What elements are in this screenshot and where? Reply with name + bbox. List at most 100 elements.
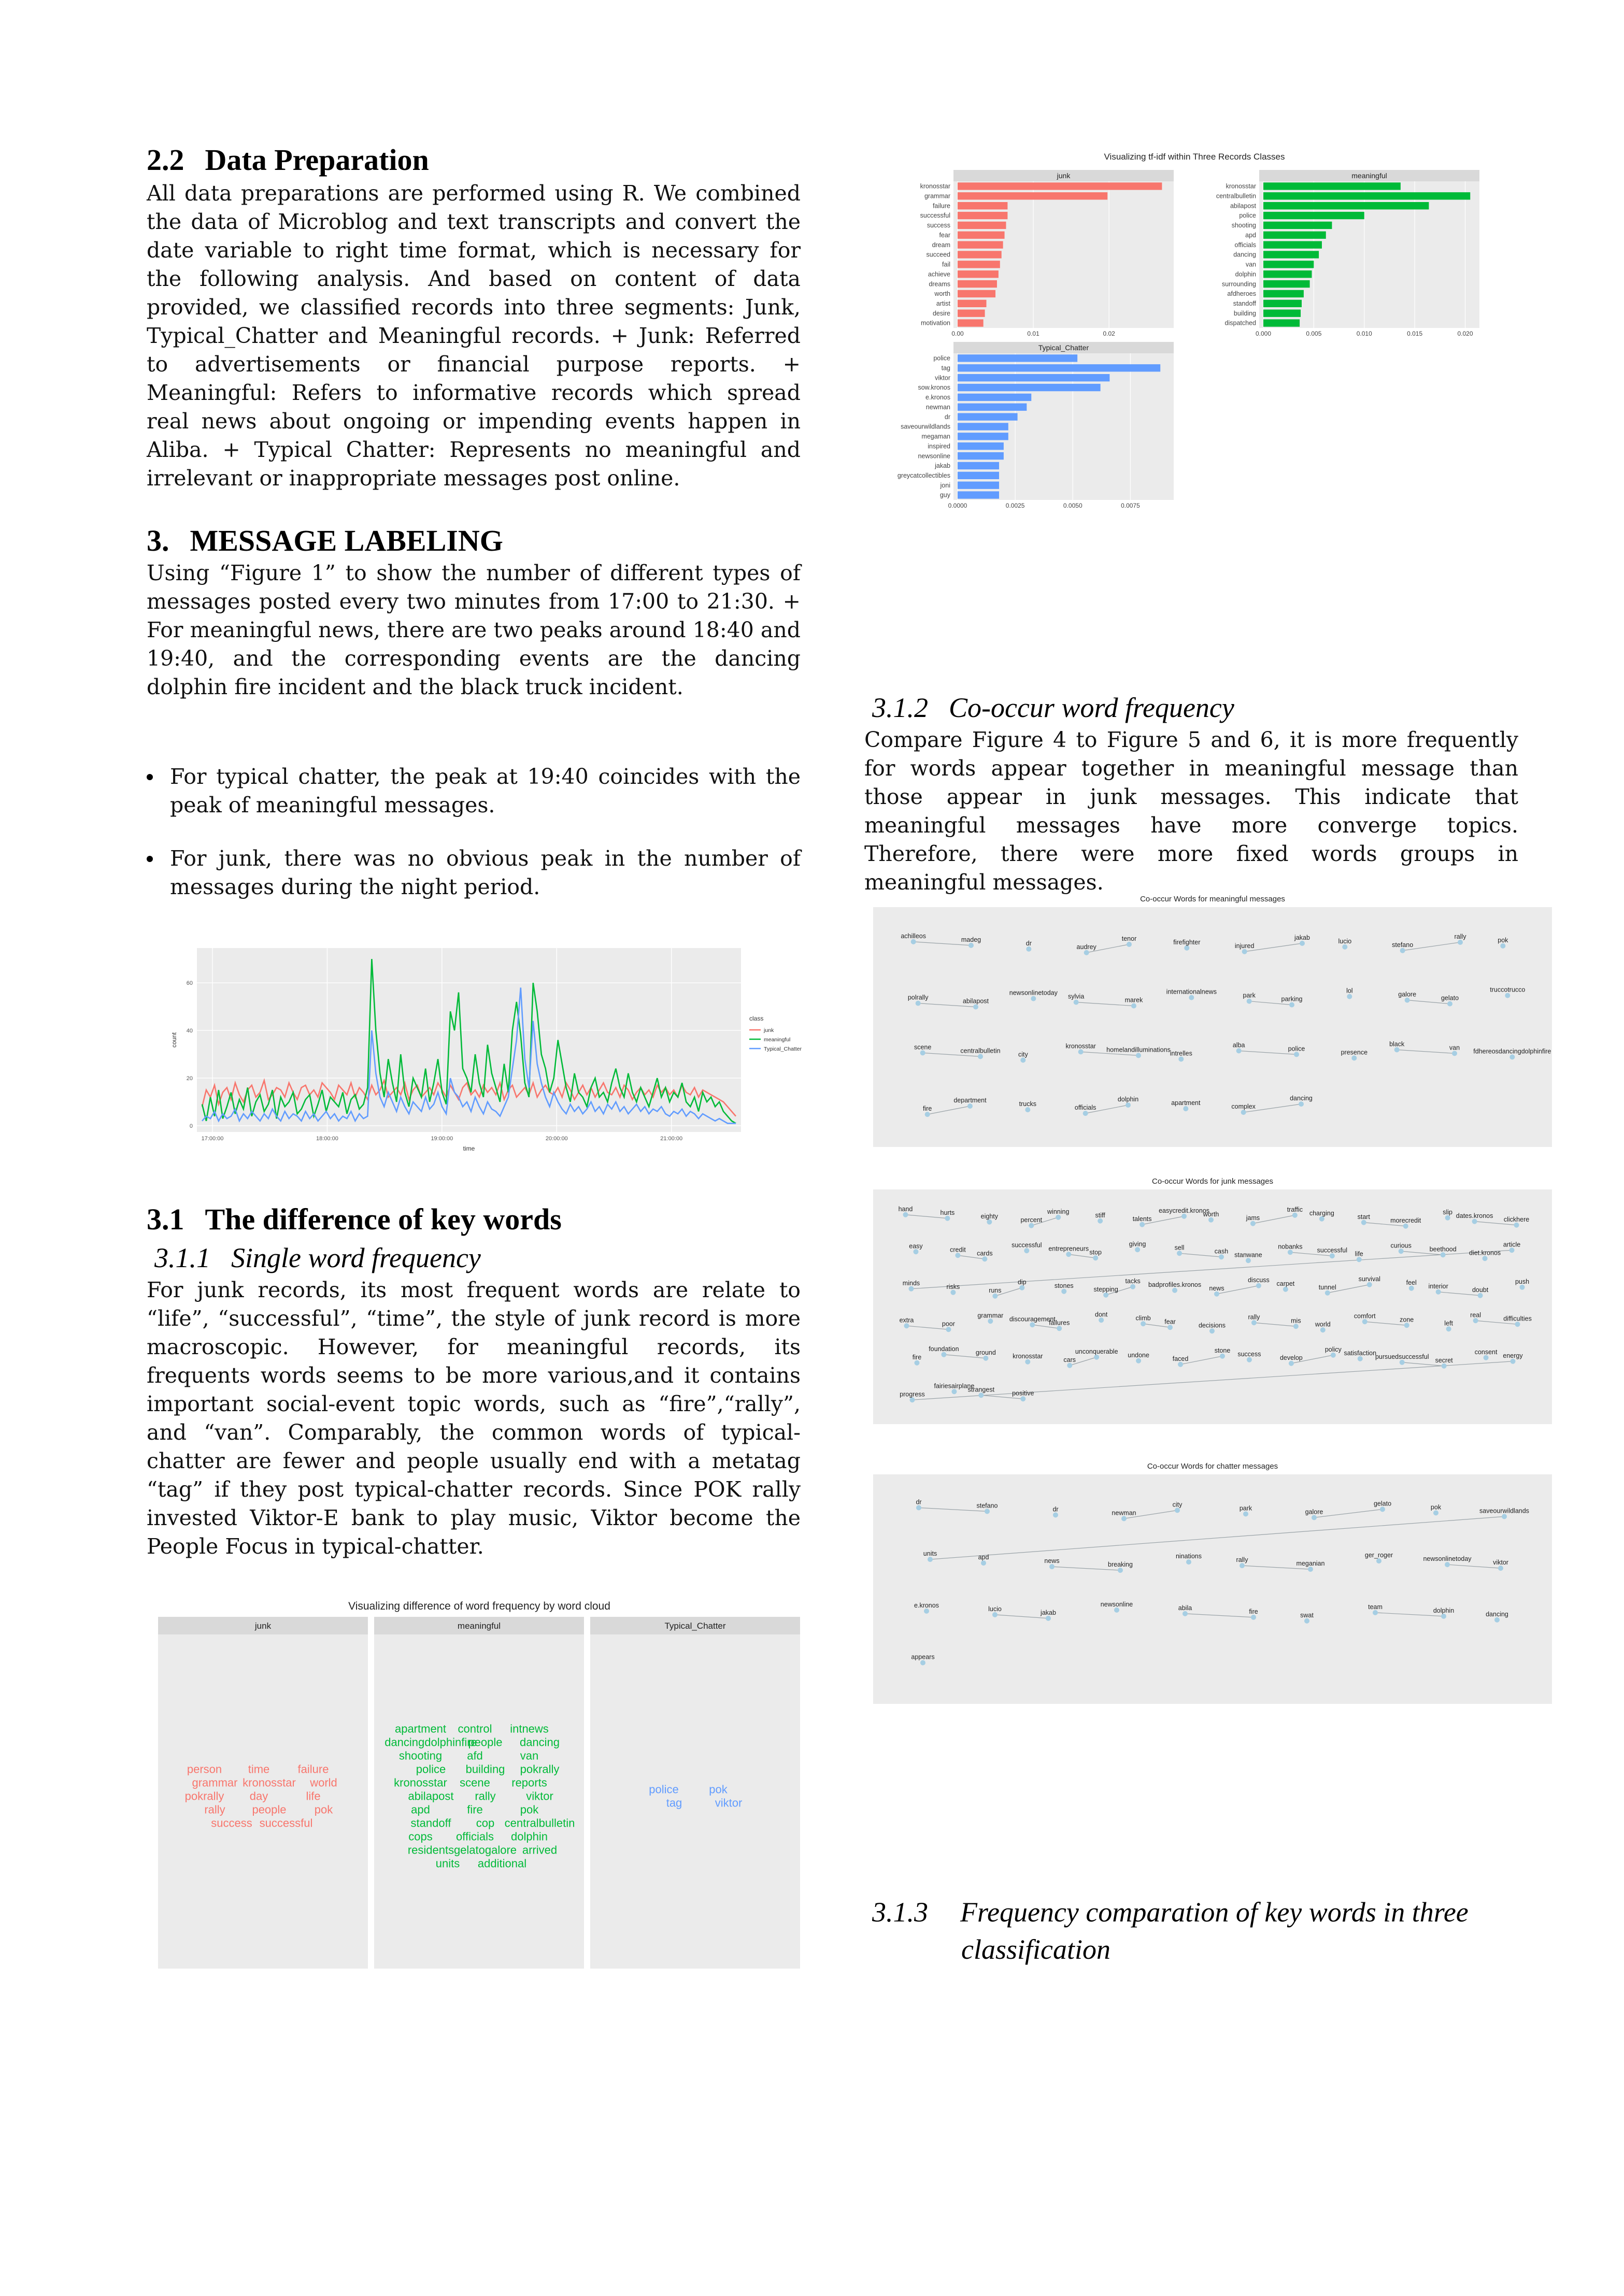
- node: [1246, 998, 1252, 1004]
- node-label: slip: [1443, 1209, 1452, 1216]
- edge: [1185, 1613, 1254, 1618]
- category-label: success: [927, 222, 950, 229]
- bar: [958, 261, 1000, 268]
- node-label: sylvia: [1068, 993, 1084, 1000]
- node: [946, 1327, 951, 1332]
- node-label: dancing: [1290, 1095, 1313, 1102]
- category-label: motivation: [921, 320, 950, 327]
- bar: [958, 423, 1008, 431]
- bar: [958, 413, 1018, 421]
- node-label: carpet: [1277, 1280, 1295, 1287]
- node: [1288, 1360, 1294, 1366]
- x-tick-label: 20:00:00: [546, 1136, 568, 1142]
- category-label: centralbulletin: [1216, 192, 1256, 199]
- edge: [994, 1614, 1049, 1619]
- node: [1019, 1285, 1025, 1290]
- node-label: progress: [900, 1390, 925, 1398]
- node-label: stop: [1089, 1249, 1102, 1256]
- subsection-number: 3.1.1: [154, 1242, 210, 1273]
- node: [1324, 1290, 1330, 1296]
- x-tick-label: 19:00:00: [431, 1136, 453, 1142]
- node: [1121, 1516, 1127, 1522]
- node-label: feel: [1406, 1279, 1417, 1286]
- word: afd: [467, 1749, 483, 1762]
- node: [913, 1249, 919, 1255]
- node: [1376, 1558, 1381, 1564]
- edge: [1291, 1355, 1333, 1364]
- node: [1362, 1319, 1367, 1325]
- word: arrived: [522, 1844, 557, 1857]
- figure-network-chatter: Co-occur Words for chatter messages dr ste…: [871, 1461, 1555, 1707]
- node-label: achilleos: [901, 932, 926, 940]
- node: [1240, 1563, 1245, 1569]
- edge: [1243, 1103, 1302, 1113]
- node: [1135, 1247, 1141, 1253]
- network-chatter: Co-occur Words for chatter messages dr ste…: [873, 1462, 1552, 1704]
- node-label: polrally: [908, 994, 929, 1001]
- word: police: [416, 1763, 446, 1776]
- category-label: fear: [939, 232, 950, 239]
- tick-label: 0.01: [1027, 330, 1039, 337]
- bar: [958, 221, 1006, 229]
- node-label: charging: [1309, 1210, 1334, 1217]
- node: [1178, 1056, 1184, 1062]
- edge: [905, 1214, 948, 1219]
- edge: [1253, 1322, 1296, 1327]
- bar: [958, 471, 1000, 480]
- word: units: [436, 1857, 460, 1870]
- bar: [1263, 299, 1302, 308]
- node-label: city: [1018, 1051, 1029, 1058]
- bar: [958, 299, 987, 308]
- node-label: rally: [1248, 1313, 1260, 1321]
- node-label: stone: [1215, 1347, 1231, 1354]
- node: [1441, 1363, 1447, 1369]
- facet-strip: [590, 1617, 800, 1634]
- node-label: lucio: [988, 1605, 1002, 1613]
- node-label: abila: [1178, 1604, 1192, 1612]
- category-label: worth: [934, 290, 950, 297]
- line-chart: 0 20 40 60 17:00:00 18:00:00 19:00:00 20:00:00 2…: [170, 948, 802, 1152]
- node: [1510, 1358, 1516, 1364]
- section-3-1: 3.1 The difference of key words 3.1.1 Sing…: [147, 1202, 801, 1561]
- node: [955, 1253, 961, 1258]
- bar: [958, 241, 1003, 249]
- section-title: MESSAGE LABELING: [190, 524, 503, 557]
- category-label: desire: [933, 310, 950, 317]
- node-label: zone: [1400, 1316, 1414, 1323]
- edge: [1051, 1566, 1121, 1571]
- category-label: e.kronos: [925, 394, 950, 401]
- node-label: park: [1240, 1504, 1252, 1512]
- edge: [1249, 1001, 1292, 1006]
- node-label: intrelles: [1170, 1050, 1192, 1057]
- node-label: talents: [1133, 1215, 1152, 1223]
- node: [1130, 1284, 1136, 1289]
- node-label: consent: [1475, 1348, 1498, 1356]
- node-label: satisfaction: [1344, 1350, 1376, 1357]
- node-label: easy: [909, 1242, 923, 1250]
- node: [1131, 1003, 1136, 1009]
- word-cloud-chart: Visualizing difference of word frequency…: [158, 1600, 800, 1969]
- node: [1319, 1216, 1324, 1222]
- category-label: joni: [940, 482, 950, 489]
- node-label: poor: [942, 1320, 955, 1327]
- bar: [958, 251, 1002, 259]
- node-label: winning: [1047, 1208, 1069, 1215]
- node-label: trucks: [1019, 1100, 1036, 1108]
- node-label: fdhereosdancingdolphinfire: [1473, 1047, 1551, 1055]
- node: [909, 1397, 915, 1403]
- tick-label: 0.0025: [1006, 502, 1025, 509]
- node: [981, 1560, 986, 1566]
- node-label: news: [1209, 1285, 1224, 1292]
- section-heading: 2.2 Data Preparation: [147, 142, 801, 177]
- node-label: stones: [1055, 1282, 1074, 1289]
- bar: [1263, 309, 1301, 317]
- bar: [958, 192, 1108, 200]
- word: people: [468, 1736, 502, 1749]
- figure-network-junk: Co-occur Words for junk messages hand hurt…: [871, 1176, 1555, 1427]
- subsection-title: Frequency comparation of key words in th…: [960, 1897, 1469, 1928]
- category-label: failure: [933, 202, 950, 209]
- bar: [1263, 241, 1322, 249]
- category-label: dancing: [1233, 251, 1256, 259]
- section-3: 3. MESSAGE LABELING Using “Figure 1” to s…: [147, 523, 801, 926]
- figure-word-cloud: Visualizing difference of word frequency…: [155, 1598, 803, 1971]
